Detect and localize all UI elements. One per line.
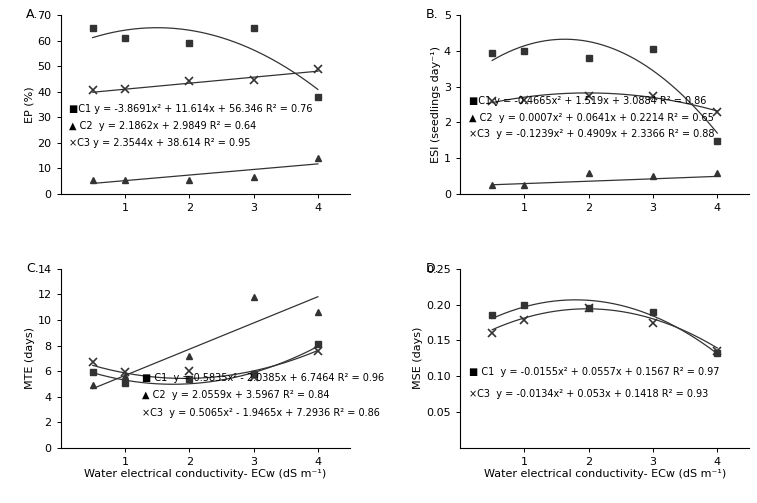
X-axis label: Water electrical conductivity- ECw (dS m⁻¹): Water electrical conductivity- ECw (dS m…	[84, 469, 326, 479]
Text: ×C3  y = -0.1239x² + 0.4909x + 2.3366 R² = 0.88: ×C3 y = -0.1239x² + 0.4909x + 2.3366 R² …	[469, 129, 714, 139]
Text: C.: C.	[26, 262, 39, 275]
Text: ▲ C2  y = 2.0559x + 3.5967 R² = 0.84: ▲ C2 y = 2.0559x + 3.5967 R² = 0.84	[142, 390, 329, 400]
Text: ×C3 y = 2.3544x + 38.614 R² = 0.95: ×C3 y = 2.3544x + 38.614 R² = 0.95	[69, 138, 251, 148]
Text: ■C1 y = -0.4665x² + 1.519x + 3.0884 R² = 0.86: ■C1 y = -0.4665x² + 1.519x + 3.0884 R² =…	[469, 96, 706, 106]
Text: ×C3  y = 0.5065x² - 1.9465x + 7.2936 R² = 0.86: ×C3 y = 0.5065x² - 1.9465x + 7.2936 R² =…	[142, 408, 379, 418]
Text: ■ C1  y = 0.5835x² - 2.0385x + 6.7464 R² = 0.96: ■ C1 y = 0.5835x² - 2.0385x + 6.7464 R² …	[142, 373, 384, 383]
Y-axis label: EP (%): EP (%)	[25, 86, 35, 123]
Text: ■ C1  y = -0.0155x² + 0.0557x + 0.1567 R² = 0.97: ■ C1 y = -0.0155x² + 0.0557x + 0.1567 R²…	[469, 367, 719, 377]
Text: D.: D.	[425, 262, 439, 275]
X-axis label: Water electrical conductivity- ECw (dS m⁻¹): Water electrical conductivity- ECw (dS m…	[484, 469, 726, 479]
Y-axis label: MSE (days): MSE (days)	[413, 327, 423, 389]
Text: A.: A.	[26, 8, 38, 21]
Y-axis label: ESI (seedlings day⁻¹): ESI (seedlings day⁻¹)	[431, 46, 441, 163]
Text: ×C3  y = -0.0134x² + 0.053x + 0.1418 R² = 0.93: ×C3 y = -0.0134x² + 0.053x + 0.1418 R² =…	[469, 389, 708, 399]
Text: ▲ C2  y = 0.0007x² + 0.0641x + 0.2214 R² = 0.65: ▲ C2 y = 0.0007x² + 0.0641x + 0.2214 R² …	[469, 113, 714, 123]
Text: ▲ C2  y = 2.1862x + 2.9849 R² = 0.64: ▲ C2 y = 2.1862x + 2.9849 R² = 0.64	[69, 121, 257, 131]
Text: B.: B.	[425, 8, 438, 21]
Text: ■C1 y = -3.8691x² + 11.614x + 56.346 R² = 0.76: ■C1 y = -3.8691x² + 11.614x + 56.346 R² …	[69, 105, 313, 115]
Y-axis label: MTE (days): MTE (days)	[25, 327, 35, 389]
